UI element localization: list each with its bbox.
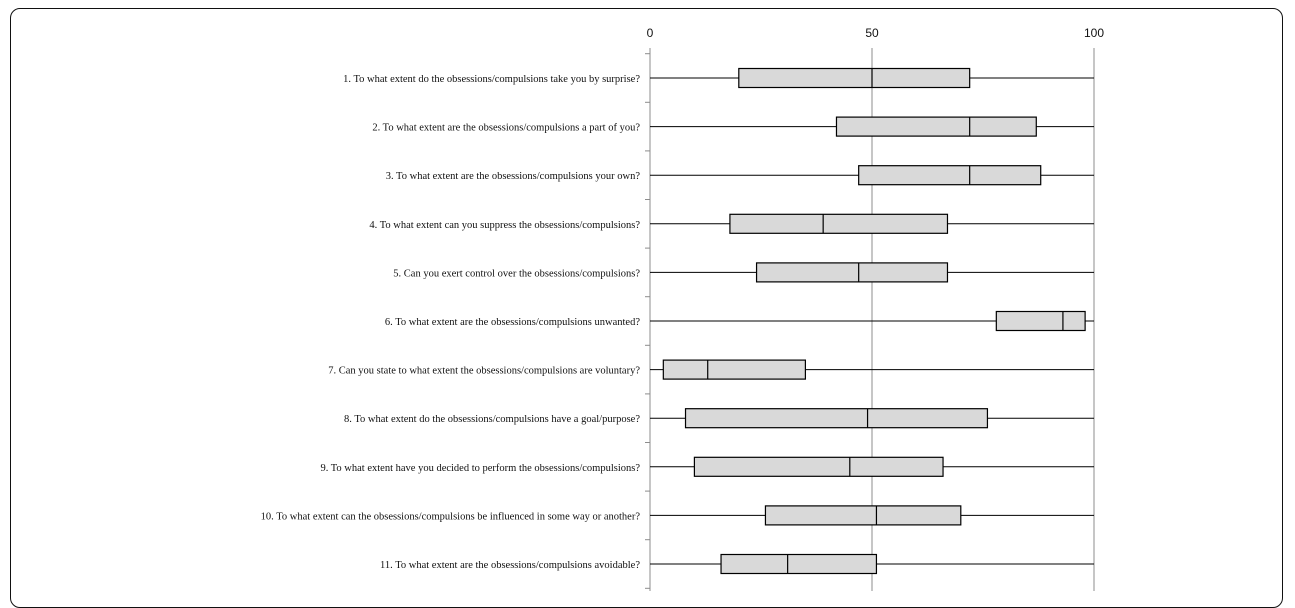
box [729, 213, 949, 234]
x-tick-label: 0 [647, 26, 654, 40]
category-label: 11. To what extent are the obsessions/co… [380, 560, 640, 571]
box [835, 116, 1037, 137]
x-tick-label: 100 [1084, 26, 1104, 40]
chart-frame [10, 8, 1283, 608]
box [693, 456, 944, 477]
category-label: 10. To what extent can the obsessions/co… [261, 511, 641, 522]
category-label: 2. To what extent are the obsessions/com… [372, 123, 640, 134]
box [684, 408, 989, 429]
box [662, 359, 807, 380]
box [720, 553, 878, 575]
category-label: 8. To what extent do the obsessions/comp… [344, 414, 640, 425]
box [755, 262, 949, 283]
box [858, 165, 1042, 186]
category-label: 3. To what extent are the obsessions/com… [386, 171, 641, 182]
category-label: 7. Can you state to what extent the obse… [328, 366, 640, 377]
box [764, 505, 962, 526]
category-label: 5. Can you exert control over the obsess… [393, 268, 640, 279]
box [995, 310, 1086, 332]
box [738, 67, 971, 89]
category-label: 9. To what extent have you decided to pe… [320, 463, 640, 474]
category-label: 4. To what extent can you suppress the o… [369, 220, 640, 231]
category-label: 6. To what extent are the obsessions/com… [385, 317, 640, 328]
boxplot-chart: 0 50 100 1. To what extent do the obsession… [261, 26, 1104, 591]
x-tick-label: 50 [865, 26, 879, 40]
category-label: 1. To what extent do the obsessions/comp… [343, 74, 640, 85]
